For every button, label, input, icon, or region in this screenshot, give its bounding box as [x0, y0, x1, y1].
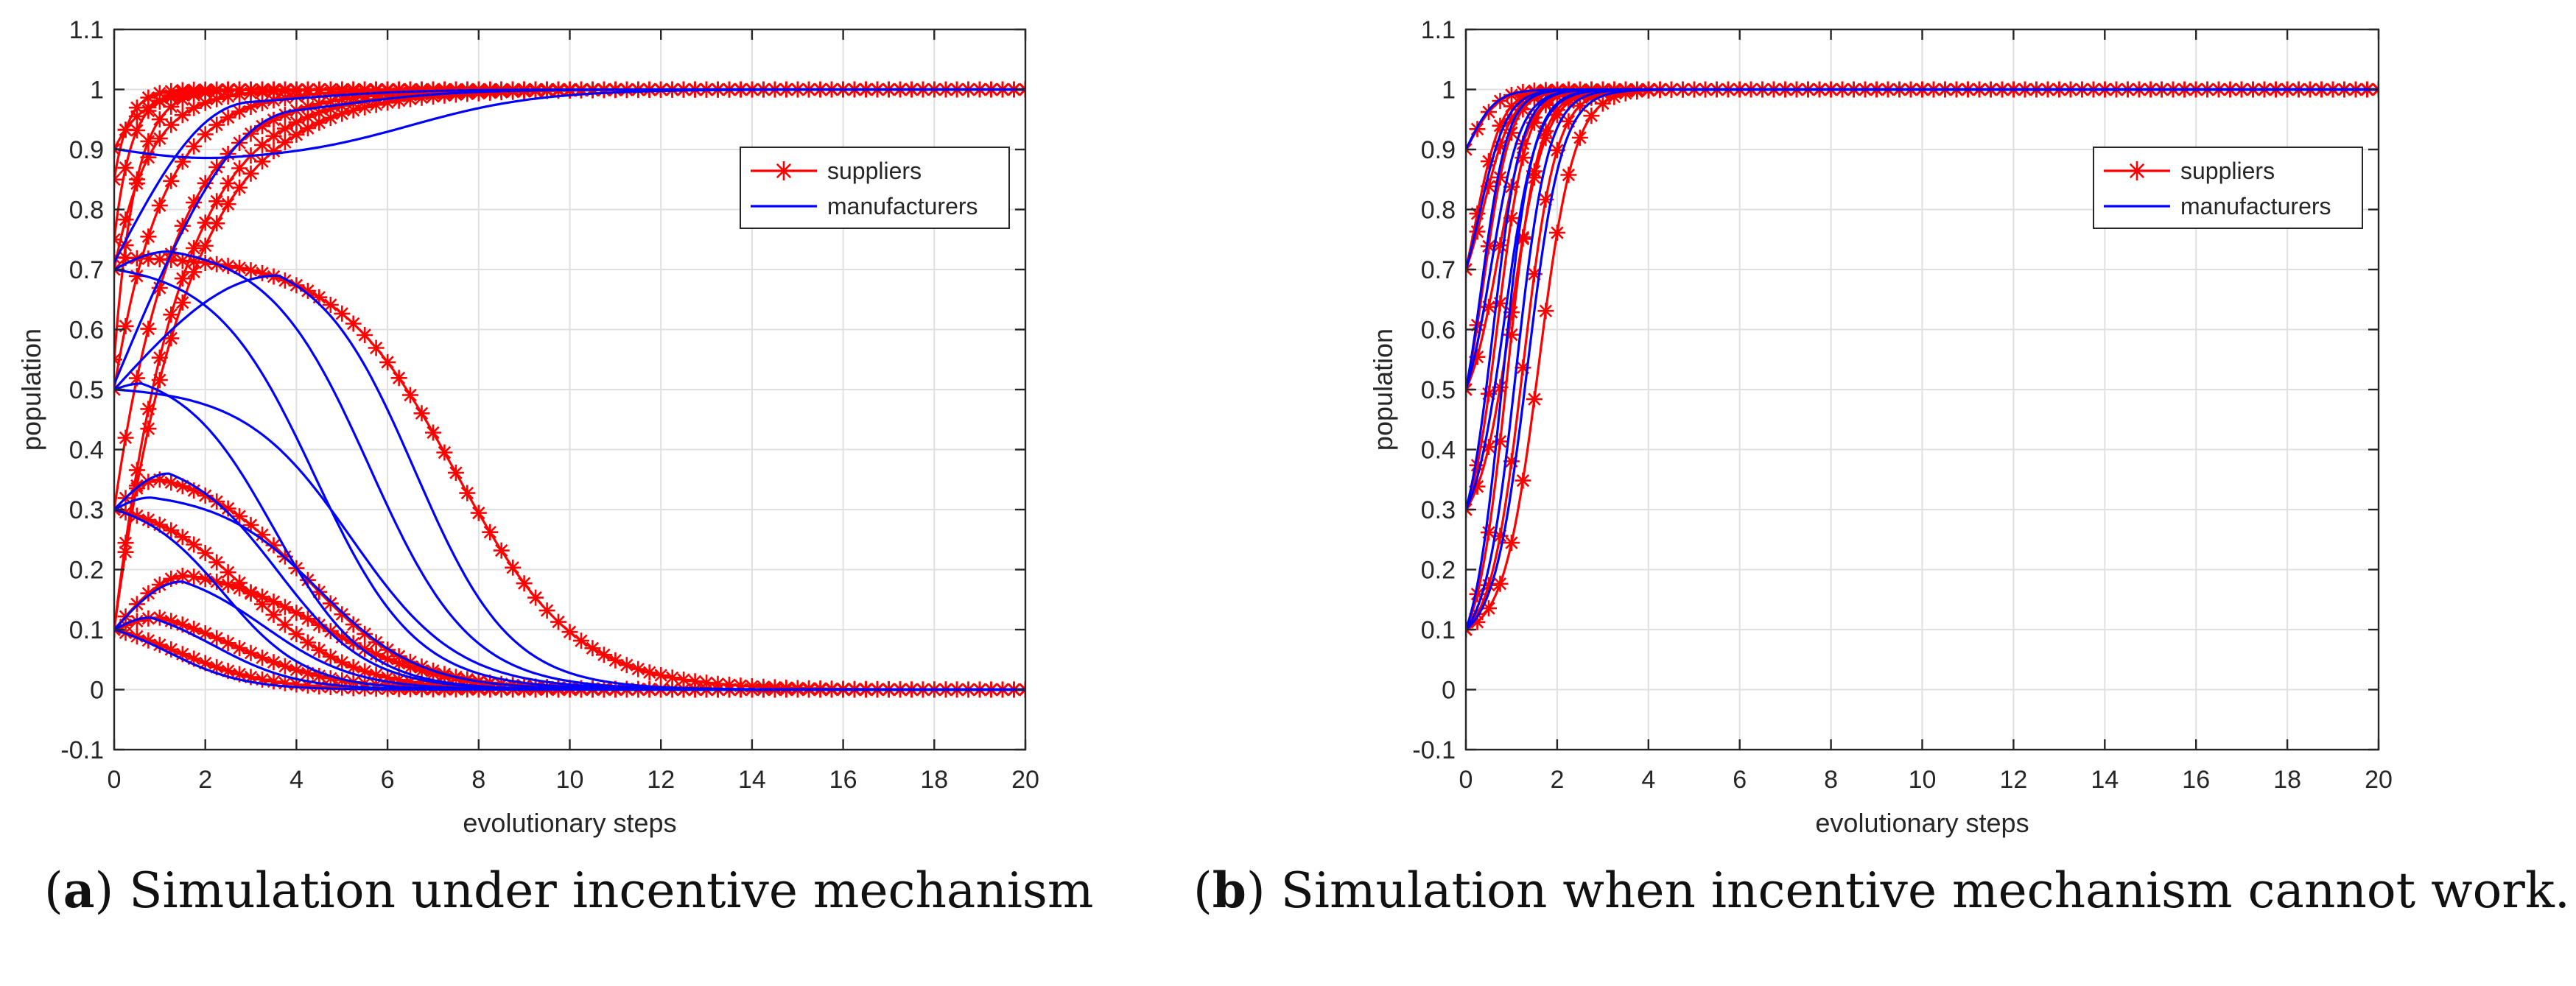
caption-a-letter: a [63, 862, 95, 919]
legend-label-b-1: manufacturers [2180, 193, 2331, 219]
legend-label-a-0: suppliers [827, 158, 922, 184]
x-tick-label-b-1: 2 [1550, 766, 1564, 794]
y-tick-label-b-1: 0 [1442, 677, 1456, 705]
x-tick-label-b-5: 10 [1909, 766, 1937, 794]
x-tick-label-a-0: 0 [108, 766, 122, 794]
y-tick-label-a-5: 0.4 [69, 437, 104, 465]
y-tick-label-b-5: 0.4 [1421, 437, 1456, 465]
x-tick-label-b-7: 14 [2091, 766, 2119, 794]
x-tick-label-a-3: 6 [381, 766, 395, 794]
manufacturers-line-b-8 [1466, 88, 2379, 630]
x-tick-label-a-7: 14 [738, 766, 766, 794]
y-tick-label-b-8: 0.7 [1421, 256, 1456, 284]
legend-label-b-0: suppliers [2180, 158, 2275, 184]
y-tick-label-b-9: 0.8 [1421, 197, 1456, 225]
caption-b-text: Simulation when incentive mechanism cann… [1265, 862, 2570, 919]
manufacturers-line-a-13 [114, 496, 1025, 691]
x-tick-label-a-9: 18 [920, 766, 948, 794]
y-tick-label-b-7: 0.6 [1421, 317, 1456, 345]
x-tick-label-a-1: 2 [198, 766, 212, 794]
series-group-b [1466, 81, 2379, 638]
y-tick-label-b-2: 0.1 [1421, 616, 1456, 644]
y-tick-label-a-3: 0.2 [69, 557, 104, 585]
y-tick-label-a-9: 0.8 [69, 197, 104, 225]
x-tick-label-a-5: 10 [556, 766, 584, 794]
caption-a-text: Simulation under incentive mechanism [113, 862, 1094, 919]
x-tick-label-b-0: 0 [1459, 766, 1473, 794]
y-tick-label-a-6: 0.5 [69, 376, 104, 404]
x-tick-label-b-3: 6 [1733, 766, 1747, 794]
legend-marker-b-0 [2127, 161, 2147, 180]
y-tick-label-b-4: 0.3 [1421, 496, 1456, 524]
x-axis-label-b: evolutionary steps [1815, 808, 2029, 838]
legend-label-a-1: manufacturers [827, 193, 978, 219]
y-tick-label-a-4: 0.3 [69, 496, 104, 524]
manufacturers-line-a-2 [114, 88, 1025, 385]
y-axis-label-b: population [1368, 328, 1398, 451]
x-tick-label-b-4: 8 [1824, 766, 1838, 794]
y-tick-label-b-0: -0.1 [1412, 736, 1456, 764]
x-tick-label-a-10: 20 [1011, 766, 1039, 794]
x-tick-label-b-8: 16 [2182, 766, 2210, 794]
chart-b: 0 2 4 6 8 10 12 14 16 18 20-0.100.10.20.30.40.50.6… [1368, 16, 2393, 838]
y-tick-label-b-6: 0.5 [1421, 376, 1456, 404]
x-tick-label-b-10: 20 [2365, 766, 2393, 794]
caption-b-letter: b [1212, 862, 1246, 919]
legend-box-b [2093, 147, 2363, 229]
x-tick-label-b-6: 12 [1999, 766, 2027, 794]
y-tick-label-a-2: 0.1 [69, 616, 104, 644]
legend-box-a [740, 147, 1010, 229]
y-tick-label-b-3: 0.2 [1421, 557, 1456, 585]
caption-b: (b) Simulation when incentive mechanism … [1193, 862, 2570, 919]
x-tick-label-a-8: 16 [829, 766, 857, 794]
x-tick-label-a-2: 4 [289, 766, 303, 794]
y-tick-label-a-12: 1.1 [69, 16, 104, 44]
y-tick-label-a-8: 0.7 [69, 256, 104, 284]
x-axis-label-a: evolutionary steps [463, 808, 676, 838]
legend-marker-a-0 [774, 161, 793, 180]
y-tick-label-a-11: 1 [90, 77, 104, 105]
x-tick-label-b-9: 18 [2273, 766, 2301, 794]
series-group-a [114, 81, 1025, 698]
y-tick-label-a-1: 0 [90, 677, 104, 705]
y-tick-label-b-10: 0.9 [1421, 136, 1456, 164]
y-tick-label-b-12: 1.1 [1421, 16, 1456, 44]
chart-a: 0 2 4 6 8 10 12 14 16 18 20-0.100.10.20.30.40.50.6… [16, 16, 1039, 838]
y-tick-label-a-10: 0.9 [69, 136, 104, 164]
y-axis-label-a: population [16, 328, 46, 451]
x-tick-label-b-2: 4 [1641, 766, 1655, 794]
y-tick-label-a-0: -0.1 [60, 736, 104, 764]
y-tick-label-b-11: 1 [1442, 77, 1456, 105]
x-tick-label-a-4: 8 [471, 766, 485, 794]
caption-a: (a) Simulation under incentive mechanism [44, 862, 1094, 919]
y-tick-label-a-7: 0.6 [69, 317, 104, 345]
x-tick-label-a-6: 12 [647, 766, 675, 794]
